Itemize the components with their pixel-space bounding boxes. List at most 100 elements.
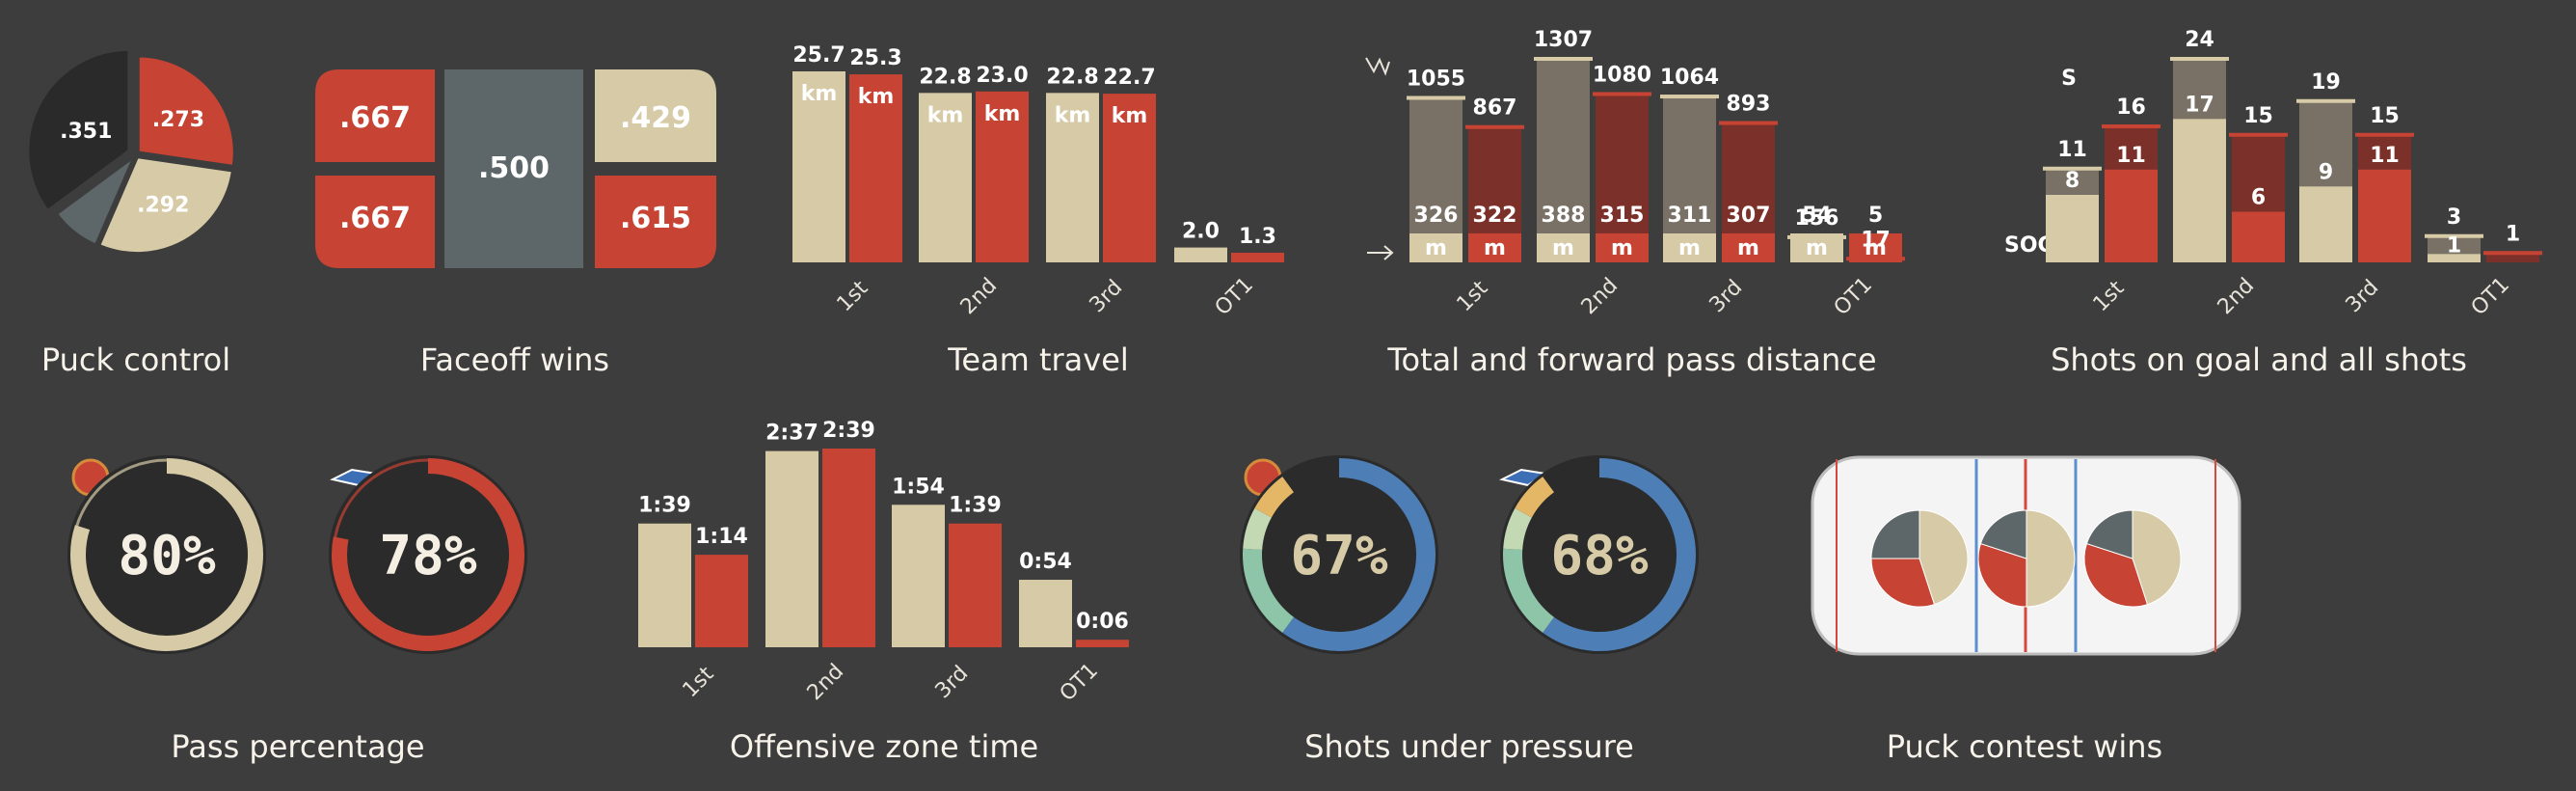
ring-arc (332, 458, 524, 651)
tick-label: 1st (1453, 276, 1493, 316)
unit-label: m (1678, 236, 1701, 260)
bar-shots (2486, 254, 2539, 262)
ring-bg (1240, 455, 1438, 654)
title-pass-percentage: Pass percentage (171, 728, 424, 765)
faceoff-grid: .667 .500 .429 .667 .615 (315, 69, 716, 268)
bar-base (1468, 233, 1521, 262)
pie-slice (2083, 542, 2149, 608)
faceoff-cell (315, 69, 435, 162)
unit-label: m (1611, 236, 1633, 260)
data-label: 315 (1600, 204, 1645, 228)
ring-segment (1543, 458, 1696, 651)
ring-segment (1503, 548, 1555, 633)
bar (1174, 247, 1227, 262)
ring-bg (67, 455, 266, 654)
ring-segment (1254, 477, 1295, 518)
bar-base (1596, 233, 1649, 262)
title-faceoff-wins: Faceoff wins (420, 341, 609, 378)
bar-base (1663, 233, 1716, 262)
data-label: 19 (2311, 70, 2341, 95)
pie-slice (136, 54, 236, 169)
unit-label: m (1865, 236, 1887, 260)
data-label: 25.3 (849, 46, 901, 70)
unit-label: km (801, 82, 838, 106)
bar-total (1537, 60, 1590, 233)
tick-label: 3rd (2342, 276, 2384, 318)
bar-cap (1660, 95, 1719, 99)
faceoff-cell (315, 176, 435, 268)
bar-cap (2355, 132, 2414, 137)
unit-label: km (858, 85, 895, 109)
tick-label: 1st (2089, 276, 2130, 316)
bar-cap (2296, 98, 2355, 103)
tick-label: 1st (833, 276, 873, 316)
data-label: 1:39 (949, 494, 1002, 518)
title-puck-control: Puck control (41, 341, 230, 378)
tick-label: 1st (679, 662, 719, 702)
pie-slice (54, 151, 138, 248)
data-label: 11 (2116, 144, 2146, 168)
data-label: 15 (2370, 104, 2400, 128)
bar (892, 505, 945, 647)
bar (1046, 93, 1099, 263)
data-label: 22.8 (1046, 65, 1098, 89)
pie-slice (2026, 509, 2076, 608)
data-label: 17 (2185, 93, 2214, 117)
pie-slice (96, 154, 235, 256)
ring-label: 80% (118, 525, 215, 587)
data-label: 1.3 (1239, 225, 1276, 249)
pie-label: .292 (137, 194, 189, 218)
ring-segment (1503, 507, 1533, 551)
bar-cap (2170, 57, 2229, 61)
pie-slice (26, 47, 131, 213)
bar (638, 523, 691, 647)
faceoff-label: .667 (339, 101, 411, 135)
data-label: 8 (2065, 169, 2080, 193)
bar (976, 91, 1029, 262)
data-label: 1:39 (638, 494, 691, 518)
bar (919, 93, 972, 263)
bar (1076, 640, 1129, 647)
bar-cap (1719, 121, 1778, 125)
data-label: 23.0 (976, 64, 1028, 88)
tick-label: OT1 (1056, 659, 1103, 706)
bar (822, 449, 875, 647)
ring-bg (1500, 455, 1699, 654)
data-label: 17 (1861, 228, 1891, 252)
tick-label: 3rd (1086, 276, 1128, 318)
data-label: 307 (1727, 204, 1771, 228)
data-label: 322 (1473, 204, 1517, 228)
data-label: 1307 (1534, 28, 1593, 52)
faceoff-label: .615 (620, 202, 691, 235)
bar (1103, 94, 1156, 262)
pie-slice (1870, 558, 1936, 608)
tick-label: OT1 (1211, 273, 1258, 320)
bar-shots (2428, 236, 2481, 255)
data-label: 867 (1473, 96, 1517, 121)
bar (849, 74, 902, 262)
bar-base (1849, 233, 1902, 262)
data-label: 2:37 (765, 422, 818, 446)
shots-axis-label-s: S (2061, 67, 2077, 91)
data-label: 1 (2506, 222, 2520, 246)
title-pass-distance: Total and forward pass distance (1386, 341, 1876, 378)
bar-sog (2232, 211, 2285, 262)
tick-label: 3rd (931, 662, 974, 704)
ring-bg (329, 455, 527, 654)
bar-base (1537, 233, 1590, 262)
bar-shots (2046, 169, 2099, 195)
bar-cap (2229, 132, 2288, 137)
tick-label: 2nd (956, 274, 1002, 319)
data-label: 1055 (1407, 67, 1465, 91)
bar-cap (1407, 95, 1465, 100)
bar-cap (1593, 92, 1651, 96)
bar-shots (2105, 127, 2158, 170)
title-team-travel: Team travel (947, 341, 1129, 378)
unit-label: km (1112, 104, 1148, 128)
unit-label: m (1806, 236, 1828, 260)
faceoff-label: .667 (339, 202, 411, 235)
pie-slice (1979, 509, 2027, 559)
bar-sog (2173, 119, 2226, 262)
bar-total (1596, 95, 1649, 233)
